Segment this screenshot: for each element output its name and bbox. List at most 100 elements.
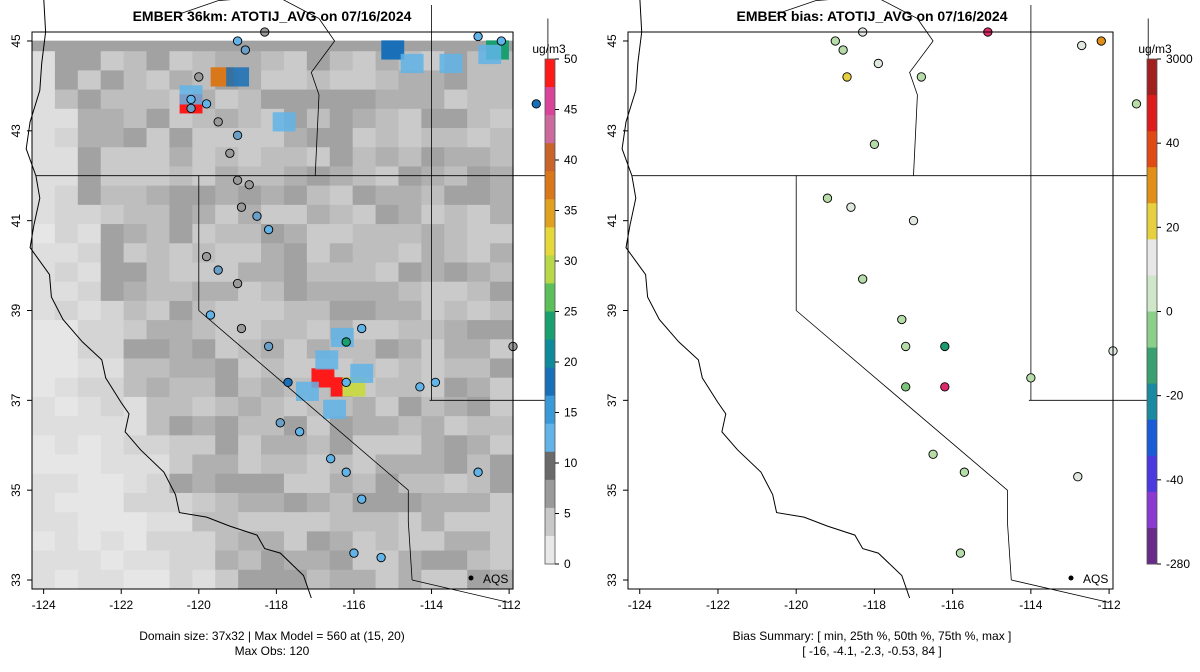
grid-cell bbox=[306, 473, 331, 494]
grid-cell bbox=[32, 320, 56, 340]
station-marker bbox=[940, 341, 950, 352]
grid-cell bbox=[375, 473, 400, 494]
y-tick-label: 33 bbox=[9, 573, 23, 587]
grid-cell bbox=[467, 224, 491, 244]
grid-cell bbox=[54, 531, 79, 552]
colorbar-label: 3000 bbox=[1166, 52, 1193, 66]
grid-cell bbox=[192, 320, 216, 340]
grid-cell bbox=[490, 262, 514, 283]
grid-cell bbox=[444, 435, 468, 456]
grid-cell bbox=[444, 204, 468, 225]
right-map-panel: EMBER bias: ATOTIJ_AVG on 07/16/2024 -12… bbox=[605, 0, 1193, 658]
grid-cell bbox=[123, 396, 148, 417]
grid-cell bbox=[54, 51, 79, 72]
station-marker bbox=[1073, 472, 1083, 482]
grid-cell bbox=[467, 204, 491, 225]
grid-cell bbox=[146, 281, 171, 302]
grid-cell bbox=[146, 531, 171, 552]
grid-cell bbox=[421, 569, 445, 590]
grid-cell bbox=[238, 531, 262, 552]
grid-cell bbox=[329, 108, 354, 129]
grid-cell bbox=[306, 147, 331, 168]
colorbar-label: 25 bbox=[564, 305, 578, 319]
grid-cell bbox=[306, 492, 331, 513]
grid-cell bbox=[261, 128, 285, 148]
grid-cell bbox=[306, 204, 331, 225]
colorbar-swatch bbox=[545, 479, 555, 509]
grid-cell bbox=[238, 51, 262, 72]
hot-grid-cell bbox=[226, 67, 250, 87]
grid-cell bbox=[375, 204, 400, 225]
grid-cell bbox=[398, 569, 422, 590]
grid-cell bbox=[77, 89, 102, 110]
grid-cell bbox=[123, 281, 148, 302]
station-marker bbox=[186, 103, 196, 114]
grid-cell bbox=[261, 204, 285, 225]
station-marker bbox=[940, 382, 950, 392]
grid-cell bbox=[490, 435, 514, 456]
grid-cell bbox=[398, 243, 422, 264]
grid-cell bbox=[306, 512, 331, 532]
grid-cell bbox=[490, 454, 514, 475]
y-tick-label: 41 bbox=[605, 214, 619, 228]
y-tick-label: 33 bbox=[605, 573, 619, 587]
grid-cell bbox=[283, 473, 308, 494]
grid-cell bbox=[375, 262, 400, 283]
grid-cell bbox=[329, 300, 354, 321]
colorbar-swatch bbox=[545, 143, 555, 172]
left-caption-line1: Domain size: 37x32 | Max Model = 560 at … bbox=[139, 629, 405, 643]
grid-cell bbox=[329, 416, 354, 436]
left-map-panel: EMBER 36km: ATOTIJ_AVG on 07/16/2024 -12… bbox=[9, 0, 578, 658]
grid-cell bbox=[100, 320, 125, 340]
grid-cell bbox=[146, 512, 171, 532]
grid-cell bbox=[238, 339, 262, 360]
right-colorbar-unit: ug/m3 bbox=[1138, 42, 1172, 56]
grid-cell bbox=[306, 108, 331, 129]
grid-cell bbox=[77, 70, 102, 91]
grid-cell bbox=[261, 166, 285, 187]
grid-cell bbox=[352, 300, 377, 321]
grid-cell bbox=[283, 320, 308, 340]
grid-cell bbox=[100, 416, 125, 436]
station-marker bbox=[349, 548, 359, 558]
colorbar-label: 40 bbox=[1166, 136, 1180, 150]
colorbar-label: 15 bbox=[564, 406, 578, 420]
colorbar-swatch bbox=[545, 535, 555, 565]
station-marker bbox=[263, 341, 274, 352]
x-tick-label: -112 bbox=[1098, 598, 1121, 612]
grid-cell bbox=[421, 128, 445, 148]
colorbar-label: 35 bbox=[564, 204, 578, 218]
grid-cell bbox=[375, 89, 400, 110]
grid-cell bbox=[169, 569, 193, 590]
grid-cell bbox=[123, 147, 148, 168]
grid-cell bbox=[100, 108, 125, 129]
grid-cell bbox=[77, 128, 102, 148]
grid-cell bbox=[100, 204, 125, 225]
grid-cell bbox=[261, 531, 285, 552]
grid-cell bbox=[467, 166, 491, 187]
left-x-axis: -124 -122 -120 -118 -116 -114 -112 bbox=[32, 589, 521, 612]
grid-cell bbox=[77, 185, 102, 206]
grid-cell bbox=[352, 435, 377, 456]
right-y-axis: 45 43 41 39 37 35 33 bbox=[605, 34, 628, 587]
grid-cell bbox=[77, 300, 102, 321]
station-marker bbox=[186, 94, 196, 105]
station-marker bbox=[822, 193, 833, 203]
grid-cell bbox=[261, 377, 285, 398]
grid-cell bbox=[467, 454, 491, 475]
colorbar-swatch bbox=[1147, 311, 1157, 349]
grid-cell bbox=[146, 89, 171, 110]
grid-cell bbox=[238, 128, 262, 148]
grid-cell bbox=[398, 300, 422, 321]
colorbar-swatch bbox=[1147, 527, 1157, 565]
x-tick-label: -124 bbox=[628, 598, 652, 612]
grid-cell bbox=[261, 185, 285, 206]
grid-cell bbox=[352, 569, 377, 590]
grid-cell bbox=[261, 339, 285, 360]
x-tick-label: -122 bbox=[109, 598, 133, 612]
grid-cell bbox=[100, 396, 125, 417]
grid-cell bbox=[421, 339, 445, 360]
grid-cell bbox=[398, 147, 422, 168]
grid-cell bbox=[123, 243, 148, 264]
grid-cell bbox=[123, 300, 148, 321]
